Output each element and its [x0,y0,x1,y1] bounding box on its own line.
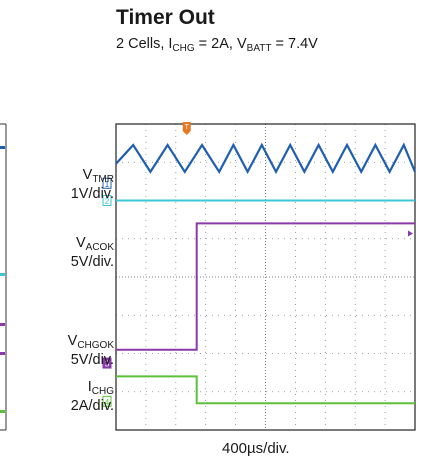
ch1-marker-label: 1 [105,180,110,189]
trigger-marker [182,122,191,135]
subtitle-prefix: 2 Cells, I [116,36,173,52]
ch3-name: V [67,333,78,349]
ch4-marker [102,395,112,407]
ch3-marker [102,357,112,369]
ch1-name-sub: TMR [92,174,114,185]
ch2-marker-label: 2 [105,197,110,206]
subtitle-sub-chg: CHG [172,43,195,54]
chart-subtitle: 2 Cells, ICHG = 2A, VBATT = 7.4V [116,36,318,54]
trace-ichg [116,375,415,405]
ch1-scale: 1V/div. [70,186,114,202]
ch3-name-sub: CHGOK [77,340,114,351]
timebase-label: 400µs/div. [222,440,290,457]
ch4-scale: 2A/div. [70,398,114,414]
trigger-marker-label: T [185,124,190,131]
channel-markers: 1 2 3 4 T [102,122,413,407]
ch4-label: ICHG 2A/div. [40,380,114,414]
ch1-marker [102,177,112,189]
scope-traces [115,142,417,405]
trace-vtmr [115,142,417,175]
neighbor-panel-edge [0,123,7,431]
ch4-name-sub: CHG [91,386,114,397]
ch2-marker [102,195,112,206]
ch2-label: VACOK 5V/div. [40,236,114,270]
ch2-name: V [75,235,86,251]
subtitle-mid: = 2A, V [194,36,247,52]
ch1-label: VTMR 1V/div. [40,168,114,202]
ch3-label: VCHGOK 5V/div. [20,334,114,368]
ch3-marker-label: 3 [105,360,110,369]
ch2-scale: 5V/div. [70,254,114,270]
subtitle-sub-batt: BATT [246,43,272,54]
ch3-right-arrow [408,230,413,237]
ch1-name: V [82,167,93,183]
ch3-scale: 5V/div. [70,352,114,368]
chart-title: Timer Out [116,6,215,29]
scope-grid [116,124,415,430]
subtitle-suffix: = 7.4V [271,36,318,52]
scope-frame [115,123,416,431]
trace-vchgok [116,222,415,351]
ch2-name-sub: ACOK [85,242,114,253]
ch4-name: I [87,379,92,395]
ch4-marker-label: 4 [105,398,110,407]
